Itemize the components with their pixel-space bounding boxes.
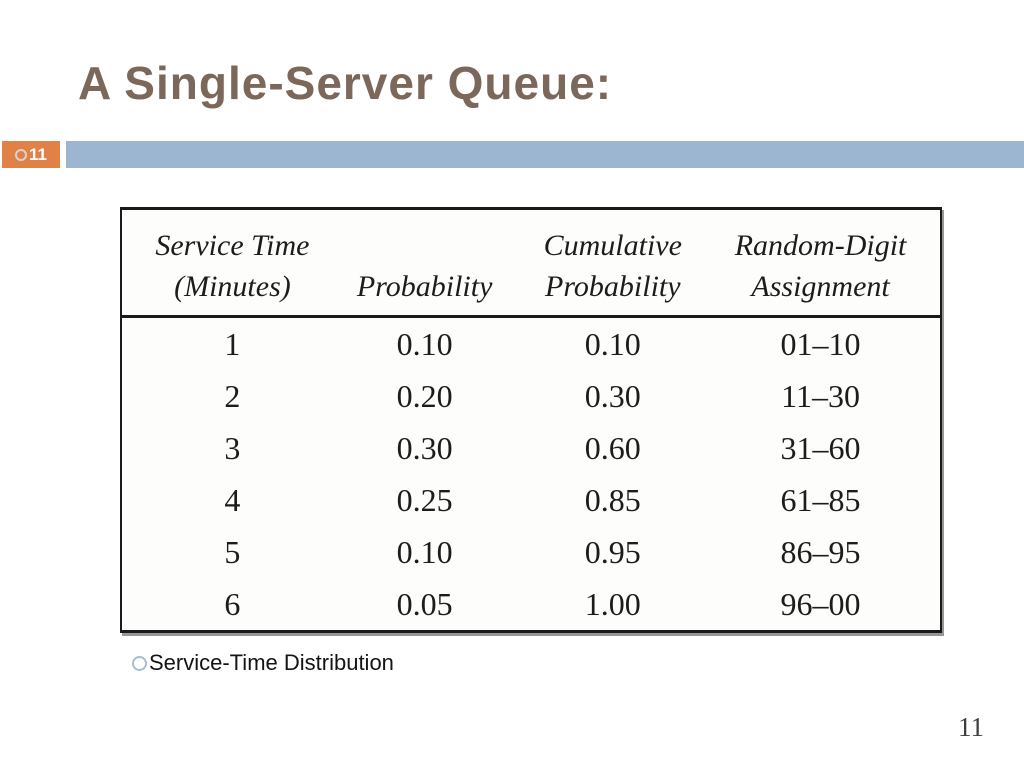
- cell-cumulative-probability: 1.00: [584, 585, 641, 622]
- cell-cumulative-probability: 0.95: [584, 533, 641, 570]
- table-row: 1 0.10 0.10 01–10: [122, 318, 940, 370]
- column-header-line: Service Time: [155, 229, 310, 262]
- circle-outline-icon: [15, 148, 27, 161]
- table-caption-label: Service-Time Distribution: [149, 650, 394, 675]
- cell-cumulative-probability: 0.30: [584, 377, 641, 414]
- cell-service-time: 5: [224, 533, 241, 570]
- table-row: 3 0.30 0.60 31–60: [122, 422, 940, 474]
- table-row: 5 0.10 0.95 86–95: [122, 526, 940, 578]
- cell-random-digit-assignment: 86–95: [780, 533, 861, 570]
- table-row: 4 0.25 0.85 61–85: [122, 474, 940, 526]
- column-header-line: Assignment: [751, 269, 890, 303]
- column-header-line: Probability: [545, 269, 681, 303]
- cell-service-time: 4: [224, 481, 241, 518]
- table-header-row: Service Time (Minutes) Probability Cumul…: [122, 210, 940, 318]
- cell-cumulative-probability: 0.85: [584, 481, 641, 518]
- column-header-line: Random-Digit: [734, 229, 907, 262]
- cell-random-digit-assignment: 31–60: [780, 429, 861, 466]
- header-divider-bar: [66, 141, 1024, 168]
- cell-random-digit-assignment: 11–30: [781, 377, 860, 414]
- cell-random-digit-assignment: 61–85: [780, 481, 861, 518]
- column-header-line: Cumulative: [543, 229, 682, 262]
- slide-number-badge-label: 11: [29, 144, 47, 164]
- cell-cumulative-probability: 0.60: [584, 429, 641, 466]
- cell-service-time: 2: [224, 377, 241, 414]
- column-header-cumulative-probability: Cumulative Probability: [506, 210, 719, 315]
- column-header-random-digit-assignment: Random-Digit Assignment: [719, 210, 940, 315]
- column-header-probability: Probability: [343, 210, 507, 315]
- table-row: 6 0.05 1.00 96–00: [122, 578, 940, 630]
- column-header-line: (Minutes): [174, 269, 291, 303]
- slide-title: A Single-Server Queue:: [78, 57, 613, 109]
- cell-service-time: 6: [224, 585, 241, 622]
- cell-random-digit-assignment: 96–00: [780, 585, 861, 622]
- slide-number-badge: 11: [2, 141, 60, 168]
- cell-probability: 0.20: [396, 377, 453, 414]
- cell-random-digit-assignment: 01–10: [780, 325, 861, 362]
- service-time-distribution-table: Service Time (Minutes) Probability Cumul…: [120, 207, 942, 633]
- column-header-service-time: Service Time (Minutes): [122, 210, 343, 315]
- table-body: 1 0.10 0.10 01–10 2 0.20 0.30 11–30 3 0.…: [122, 318, 940, 630]
- table-row: 2 0.20 0.30 11–30: [122, 370, 940, 422]
- page-number: 11: [958, 712, 984, 742]
- cell-service-time: 3: [224, 429, 241, 466]
- cell-probability: 0.10: [396, 325, 453, 362]
- cell-probability: 0.10: [396, 533, 453, 570]
- cell-probability: 0.25: [396, 481, 453, 518]
- cell-cumulative-probability: 0.10: [584, 325, 641, 362]
- table-caption: Service-Time Distribution: [132, 650, 394, 676]
- cell-probability: 0.30: [396, 429, 453, 466]
- bullet-circle-icon: [132, 655, 147, 671]
- cell-probability: 0.05: [396, 585, 453, 622]
- cell-service-time: 1: [224, 325, 241, 362]
- column-header-line: Probability: [356, 269, 493, 303]
